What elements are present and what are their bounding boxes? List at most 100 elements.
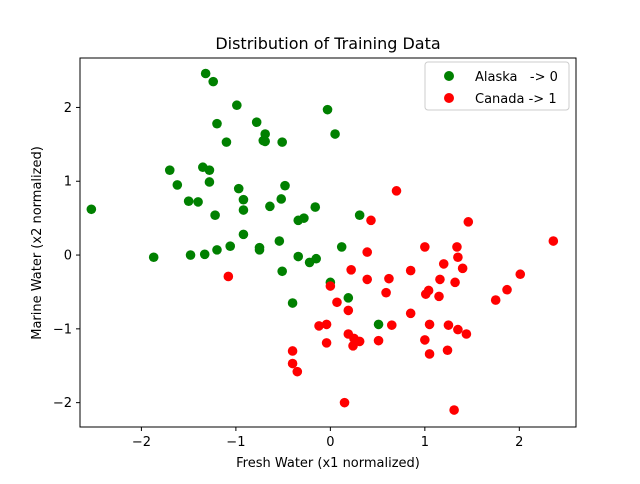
y-tick-label: 0 [64, 249, 72, 264]
canada-point [515, 269, 526, 280]
canada-point [502, 284, 512, 295]
alaska-point [199, 249, 210, 260]
alaska-point [343, 293, 354, 303]
alaska-point [310, 202, 321, 212]
axis-ticks: −2 −1 0 1 2 −2 −1 0 1 2 [53, 101, 524, 450]
alaska-point [86, 204, 97, 215]
alaska-point [330, 129, 340, 139]
alaska-point [373, 319, 384, 330]
canada-point [223, 271, 234, 282]
alaska-point [200, 68, 211, 79]
canada-point [332, 297, 342, 308]
plot-area-border [79, 57, 577, 428]
alaska-point [293, 251, 304, 262]
canada-point [405, 265, 416, 276]
canada-point [287, 358, 298, 369]
alaska-point [299, 213, 309, 223]
alaska-point [277, 266, 287, 277]
canada-point [438, 259, 449, 269]
alaska-point [354, 210, 365, 220]
y-axis-label: Marine Water (x2 normalized) [30, 146, 45, 340]
canada-point [386, 320, 397, 330]
legend: Alaska -> 0 Canada -> 1 [424, 61, 570, 111]
legend-label-alaska: Alaska -> 0 [475, 70, 558, 85]
canada-point [435, 274, 445, 285]
alaska-point [276, 194, 287, 204]
canada-point [362, 247, 373, 257]
canada-point [442, 345, 453, 356]
canada-point [325, 281, 336, 291]
alaska-point [238, 194, 249, 205]
canada-point [452, 242, 462, 252]
canada-point [463, 217, 474, 227]
alaska-point [254, 242, 265, 253]
alaska-point [238, 205, 249, 215]
data-points [86, 68, 559, 415]
canada-point [548, 236, 559, 246]
canada-point [424, 319, 435, 330]
canada-point [321, 338, 332, 348]
canada-point [346, 265, 356, 275]
alaska-point [164, 165, 175, 175]
alaska-point [238, 229, 249, 240]
canada-point [391, 186, 402, 196]
alaska-point [172, 180, 183, 190]
alaska-point [251, 117, 262, 128]
alaska-point [208, 76, 219, 87]
legend-label-canada: Canada -> 1 [475, 92, 557, 107]
alaska-point [260, 129, 270, 139]
alaska-point [280, 180, 290, 191]
alaska-point [233, 183, 244, 194]
alaska-point [193, 197, 203, 207]
alaska-point [265, 201, 275, 212]
canada-point [420, 335, 430, 345]
canada-point [373, 335, 384, 346]
alaska-point [148, 252, 159, 263]
canada-point [362, 274, 373, 285]
canada-point [343, 305, 354, 316]
chart-title: Distribution of Training Data [215, 34, 440, 53]
alaska-point [311, 253, 321, 264]
x-tick-label: 2 [515, 435, 523, 450]
alaska-point [212, 118, 222, 129]
x-tick-label: 0 [326, 435, 334, 450]
alaska-point [232, 100, 242, 111]
alaska-point [336, 242, 347, 252]
canada-point [384, 273, 394, 284]
canada-point [424, 349, 435, 359]
alaska-point [274, 236, 285, 246]
x-axis-label: Fresh Water (x1 normalized) [236, 456, 420, 471]
canada-point [443, 320, 454, 330]
canada-point [453, 324, 463, 335]
alaska-point [212, 245, 222, 255]
y-tick-label: −1 [53, 322, 72, 337]
legend-marker-canada [444, 93, 454, 103]
alaska-point [221, 137, 232, 147]
canada-point [354, 336, 365, 347]
alaska-point [287, 298, 298, 308]
x-tick-label: −1 [226, 435, 245, 450]
alaska-point [185, 250, 196, 260]
canada-point [423, 285, 434, 296]
canada-point [457, 263, 468, 274]
canada-point [420, 242, 430, 252]
x-tick-label: −2 [132, 435, 151, 450]
alaska-point [210, 210, 220, 220]
alaska-point [277, 137, 287, 147]
y-tick-label: 1 [64, 175, 72, 190]
y-tick-label: 2 [64, 101, 72, 116]
canada-point [314, 321, 324, 331]
alaska-point [204, 165, 215, 175]
y-tick-label: −2 [53, 396, 72, 411]
canada-point [453, 252, 463, 263]
canada-point [450, 277, 460, 288]
canada-point [287, 346, 298, 356]
canada-point [292, 366, 303, 377]
canada-point [449, 405, 459, 415]
x-tick-label: 1 [421, 435, 429, 450]
canada-point [405, 308, 416, 319]
plot-frame [79, 57, 577, 428]
canada-point [461, 329, 472, 339]
alaska-point [322, 104, 333, 115]
